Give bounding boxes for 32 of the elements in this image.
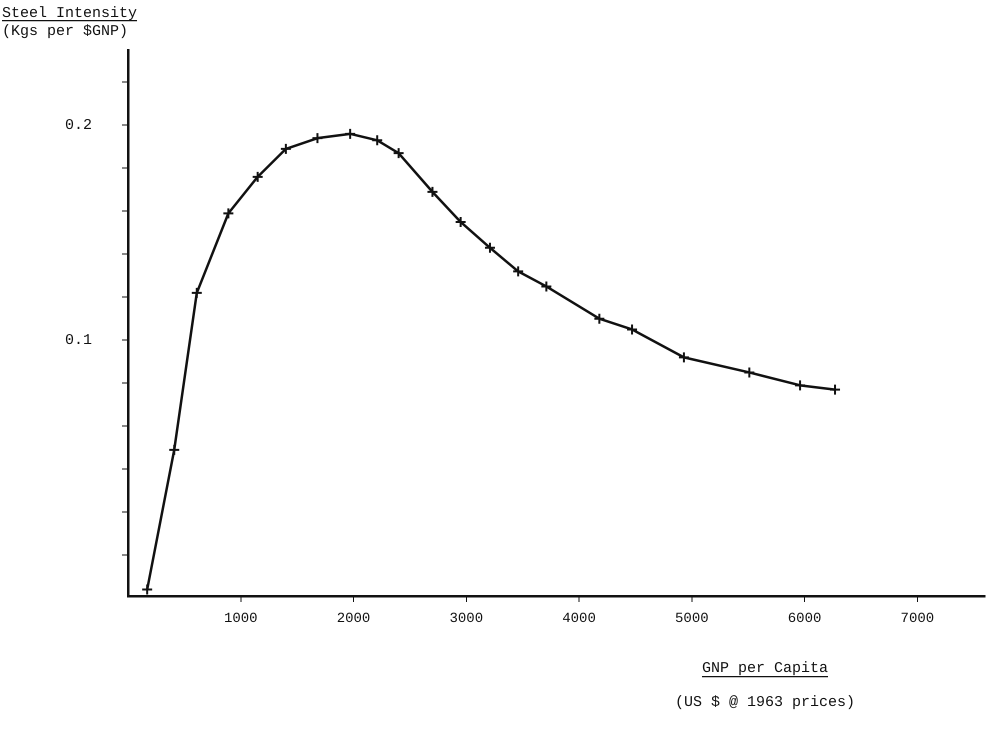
y-axis-title: Steel Intensity (Kgs per $GNP) <box>2 5 138 40</box>
point <box>252 170 264 183</box>
point <box>626 323 638 336</box>
point <box>371 134 384 146</box>
point <box>512 265 524 278</box>
point <box>484 242 496 254</box>
x-tick-label: 4000 <box>562 611 596 628</box>
x-tick-label: 2000 <box>336 611 370 628</box>
point <box>426 186 438 198</box>
point <box>344 128 356 140</box>
point <box>222 207 234 220</box>
point <box>311 132 324 144</box>
point <box>743 366 756 378</box>
point <box>392 147 405 160</box>
point <box>168 444 180 456</box>
point <box>794 379 806 392</box>
x-axis-title: GNP per Capita (US $ @ 1963 prices) <box>674 660 856 711</box>
x-tick-label: 3000 <box>449 611 484 628</box>
x-tick-label: 7000 <box>900 611 934 628</box>
point <box>540 280 552 292</box>
point <box>593 312 606 325</box>
point <box>829 384 842 396</box>
x-tick-label: 6000 <box>788 611 822 628</box>
y-tick-label: 0.2 <box>64 117 92 134</box>
x-tick-label: 5000 <box>675 611 709 628</box>
point <box>678 351 690 364</box>
y-tick-label: 0.1 <box>64 332 92 350</box>
point <box>190 286 203 299</box>
point <box>280 142 292 155</box>
point <box>141 584 154 596</box>
x-tick-label: 1000 <box>224 611 258 628</box>
point <box>454 216 467 228</box>
